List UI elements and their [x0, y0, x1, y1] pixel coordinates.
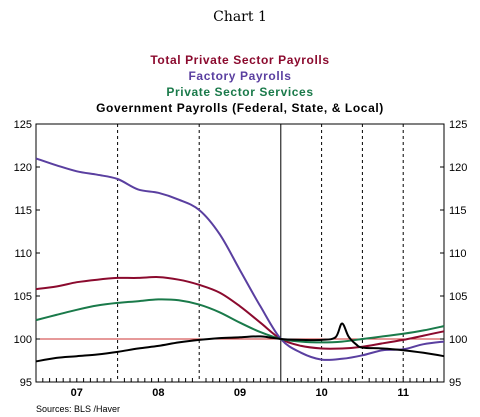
- x-tick-label-4: 11: [397, 387, 409, 399]
- x-tick-label-1: 08: [152, 387, 164, 399]
- y-tick-label-left-3: 110: [14, 248, 32, 260]
- y-tick-label-right-4: 115: [449, 205, 467, 217]
- series-line-3: [35, 322, 445, 363]
- x-tick-label-2: 09: [234, 387, 246, 399]
- y-tick-label-right-2: 105: [449, 291, 467, 303]
- y-tick-label-right-0: 95: [449, 377, 461, 389]
- series-line-0: [35, 276, 445, 350]
- y-tick-label-right-6: 125: [449, 119, 467, 131]
- x-tick-label-3: 10: [315, 387, 327, 399]
- y-tick-label-left-6: 125: [14, 119, 32, 131]
- legend-entry-3: Government Payrolls (Federal, State, & L…: [96, 101, 384, 115]
- y-tick-label-left-4: 115: [14, 205, 32, 217]
- legend-entry-2: Private Sector Services: [166, 85, 313, 99]
- series-line-1: [35, 157, 445, 361]
- plot-area: 95 95 100 100 105 105 110 110 115 115 120 120 125 125…: [14, 119, 468, 399]
- legend-entry-0: Total Private Sector Payrolls: [150, 53, 329, 67]
- y-tick-label-right-5: 120: [449, 162, 467, 174]
- x-tick-label-0: 07: [71, 387, 83, 399]
- y-tick-label-left-5: 120: [14, 162, 32, 174]
- y-tick-label-left-2: 105: [14, 291, 32, 303]
- legend: Total Private Sector Payrolls Factory Pay…: [96, 53, 384, 115]
- source-note: Sources: BLS /Haver: [36, 404, 120, 414]
- y-tick-label-left-1: 100: [14, 334, 32, 346]
- y-tick-label-right-1: 100: [449, 334, 467, 346]
- y-tick-label-right-3: 110: [449, 248, 467, 260]
- chart-title: Chart 1: [213, 9, 267, 25]
- series-line-2: [35, 298, 445, 344]
- legend-entry-1: Factory Payrolls: [189, 69, 292, 83]
- y-tick-label-left-0: 95: [20, 377, 32, 389]
